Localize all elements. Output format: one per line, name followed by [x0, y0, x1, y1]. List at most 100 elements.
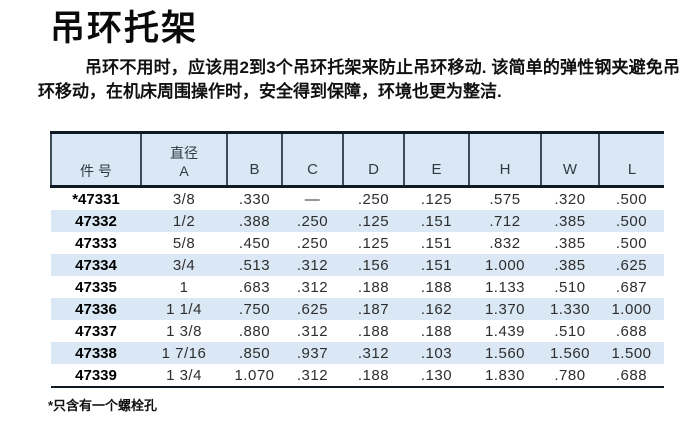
cell-value: .320	[554, 190, 586, 208]
table-row: 47333 5/8 .450 .250 .125 .151 .832 .385 .500	[51, 232, 664, 254]
cell-value: 1.133	[484, 278, 526, 296]
cell-value: .250	[296, 234, 329, 252]
cell-value: .780	[541, 364, 599, 388]
cell-value: 1.330	[541, 298, 599, 320]
cell-value: 1.439	[484, 322, 526, 340]
col-header-h: H	[468, 131, 541, 188]
intro-paragraph: 吊环不用时，应该用2到3个吊环托架来防止吊环移动. 该简单的弹性钢夹避免吊环移动…	[38, 58, 680, 101]
cell-value: .385	[541, 254, 599, 276]
cell-value: 1 3/4	[141, 364, 227, 388]
table-row: 47337 1 3/8 .880 .312 .188 .188 1.439 .510 .688	[51, 320, 664, 342]
cell-value: .156	[343, 254, 404, 276]
cell-value: .750	[227, 298, 282, 320]
cell-value: .130	[404, 364, 469, 388]
table-header-row: 件 号 直径 A B C D E H W L	[50, 131, 664, 188]
cell-part-number: 47339	[51, 364, 141, 388]
cell-value: .510	[554, 278, 586, 296]
cell-value: .850	[227, 342, 282, 364]
table-row: 47334 3/4.513.312.156.151 1.000.385.625	[51, 254, 664, 276]
cell-value: .151	[420, 234, 453, 252]
cell-value: .188	[357, 322, 390, 340]
cell-value: .312	[282, 364, 343, 388]
cell-value: 3/4	[141, 254, 227, 276]
cell-value: 1.560	[541, 342, 599, 364]
table-row: 47339 1 3/4 1.070.312.188.130 1.830.780.688	[51, 364, 664, 388]
table-body: *47331 3/8.330— .250.125.575.320.500 47332 1…	[51, 187, 664, 388]
cell-value: .688	[599, 364, 664, 388]
cell-value: .187	[343, 298, 404, 320]
cell-part-number: 47337	[75, 322, 117, 340]
cell-part-number: 47335	[75, 278, 117, 296]
cell-part-number: *47331	[72, 190, 120, 208]
cell-value: .712	[469, 210, 541, 232]
cell-value: .312	[282, 254, 343, 276]
cell-value: .330	[238, 190, 271, 208]
cell-value: .188	[420, 322, 453, 340]
col-header-d: D	[342, 131, 404, 188]
cell-value: .575	[489, 190, 521, 208]
col-header-c: C	[281, 131, 343, 188]
cell-value: .188	[420, 278, 453, 296]
cell-value: .625	[282, 298, 343, 320]
cell-value: .880	[238, 322, 271, 340]
table-row: 47332 1/2.388.250.125.151.712.385.500	[51, 210, 664, 232]
cell-value: 5/8	[172, 234, 196, 252]
cell-value: .312	[343, 342, 404, 364]
cell-value: .125	[420, 190, 453, 208]
page-title: 吊环托架	[50, 9, 199, 48]
cell-value: 1.560	[469, 342, 541, 364]
spec-table: 件 号 直径 A B C D E H W L *47331 3/8 .330 — .25…	[50, 131, 664, 388]
col-header-diameter-a: 直径 A	[140, 131, 227, 188]
cell-value: .513	[227, 254, 282, 276]
cell-value: 1.370	[469, 298, 541, 320]
cell-value: .510	[554, 322, 586, 340]
cell-value: 3/8	[172, 190, 196, 208]
cell-value: .162	[404, 298, 469, 320]
cell-value: .500	[615, 234, 648, 252]
cell-value: 1 7/16	[141, 342, 227, 364]
cell-value: 1.000	[599, 298, 664, 320]
cell-value: .500	[599, 210, 664, 232]
col-header-b: B	[226, 131, 282, 188]
cell-part-number: 47332	[51, 210, 141, 232]
cell-value: 1/2	[141, 210, 227, 232]
cell-value: .500	[615, 190, 648, 208]
table-row: 47338 1 7/16.850.937.312.103 1.560 1.560 1.5…	[51, 342, 664, 364]
cell-value: .103	[404, 342, 469, 364]
cell-value: .188	[343, 364, 404, 388]
cell-value: .688	[615, 322, 648, 340]
cell-value: .388	[227, 210, 282, 232]
cell-value: .937	[282, 342, 343, 364]
cell-part-number: 47333	[75, 234, 117, 252]
cell-part-number: 47336	[51, 298, 141, 320]
cell-value: .125	[357, 234, 390, 252]
cell-value: 1 3/8	[166, 322, 202, 340]
cell-value: —	[304, 190, 321, 208]
col-header-w: W	[540, 131, 599, 188]
table-row: 47336 1 1/4.750.625.187.162 1.370 1.330 1.00…	[51, 298, 664, 320]
cell-value: .683	[238, 278, 271, 296]
cell-value: .250	[357, 190, 390, 208]
col-header-e: E	[403, 131, 469, 188]
table-row: 47335 1 .683 .312 .188 .188 1.133 .510 .687	[51, 276, 664, 298]
cell-value: .312	[296, 322, 329, 340]
table-row: *47331 3/8 .330 — .250 .125 .575 .320 .500	[51, 187, 664, 211]
col-header-l: L	[598, 131, 664, 188]
col-header-part-number: 件 号	[50, 131, 141, 188]
cell-part-number: 47334	[51, 254, 141, 276]
cell-value: .385	[554, 234, 586, 252]
cell-value: 1 1/4	[141, 298, 227, 320]
cell-value: .687	[615, 278, 648, 296]
cell-value: .312	[296, 278, 329, 296]
cell-part-number: 47338	[51, 342, 141, 364]
cell-value: .250	[282, 210, 343, 232]
cell-value: .151	[404, 210, 469, 232]
cell-value: .625	[599, 254, 664, 276]
footnote: *只含有一个螺栓孔	[48, 398, 158, 413]
cell-value: .188	[357, 278, 390, 296]
cell-value: 1.070	[227, 364, 282, 388]
cell-value: .385	[541, 210, 599, 232]
cell-value: 1.000	[469, 254, 541, 276]
cell-value: 1.500	[599, 342, 664, 364]
